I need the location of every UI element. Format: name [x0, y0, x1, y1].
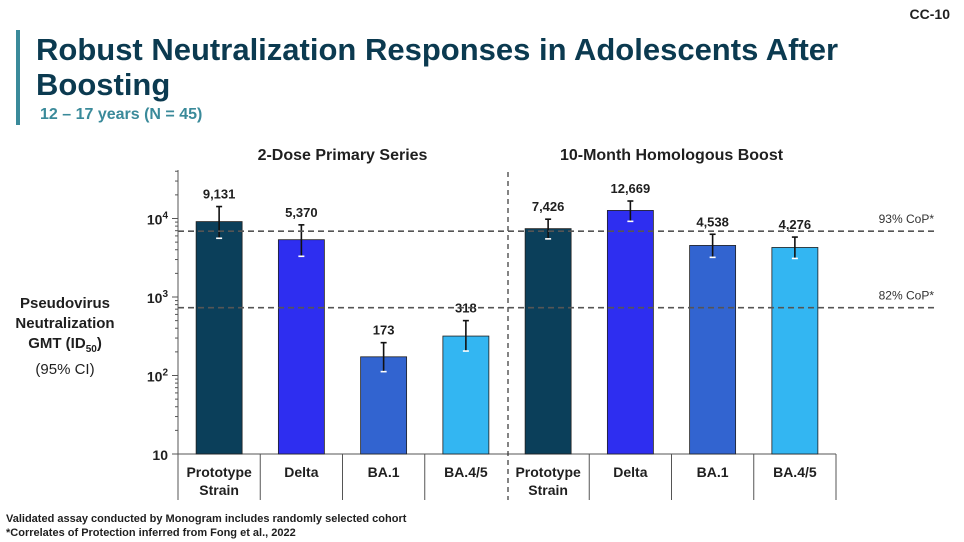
y-tick-label: 10 — [152, 447, 168, 463]
footnotes: Validated assay conducted by Monogram in… — [6, 512, 406, 540]
y-axis-label-line1: Pseudovirus — [19, 295, 111, 312]
y-axis-label-close: ) — [96, 335, 102, 352]
category-label: BA.1 — [368, 464, 400, 480]
y-axis-label-line2: Neutralization — [15, 315, 115, 332]
footnote-1: Validated assay conducted by Monogram in… — [6, 513, 407, 525]
category-label: Delta — [284, 464, 318, 480]
y-axis-label-line3: GMT (ID50) — [0, 334, 130, 360]
bar — [524, 228, 572, 455]
reference-line-label: 82% CoP* — [879, 289, 935, 303]
footnote-2: *Correlates of Protection inferred from … — [6, 527, 296, 539]
category-label: BA.4/5 — [773, 464, 817, 480]
y-axis-label-subscript: 50 — [85, 344, 97, 355]
bar — [360, 356, 408, 455]
y-tick-label: 103 — [147, 289, 169, 306]
bar — [689, 245, 737, 455]
bar — [771, 247, 819, 455]
category-label: Strain — [199, 482, 239, 498]
bar — [277, 239, 325, 455]
reference-line-label: 93% CoP* — [879, 212, 935, 226]
data-label: 5,370 — [285, 205, 318, 220]
category-label: BA.1 — [697, 464, 729, 480]
title-accent-bar — [16, 30, 20, 125]
slide-title: Robust Neutralization Responses in Adole… — [36, 32, 839, 102]
slide-subtitle: 12 – 17 years (N = 45) — [40, 106, 203, 123]
data-label: 7,426 — [532, 199, 565, 214]
category-label: BA.4/5 — [444, 464, 488, 480]
data-label: 12,669 — [610, 181, 650, 196]
category-label: Strain — [528, 482, 568, 498]
bar — [195, 221, 243, 455]
category-label: Prototype — [186, 464, 252, 480]
y-axis-label-gmt: GMT (ID — [28, 335, 86, 352]
category-label: Prototype — [515, 464, 581, 480]
y-tick-label: 104 — [147, 211, 169, 228]
bar — [606, 210, 654, 455]
data-label: 4,276 — [779, 217, 812, 232]
data-label: 4,538 — [696, 214, 729, 229]
data-label: 173 — [373, 323, 395, 338]
slide-id: CC-10 — [909, 6, 950, 22]
group-title-1: 2-Dose Primary Series — [258, 147, 428, 164]
data-label: 318 — [455, 301, 477, 316]
category-label: Delta — [613, 464, 647, 480]
bar — [442, 335, 490, 455]
y-axis-label: Pseudovirus Neutralization GMT (ID50) (9… — [0, 294, 130, 380]
y-axis-label-line4: (95% CI) — [35, 361, 95, 378]
group-title-2: 10-Month Homologous Boost — [560, 147, 784, 164]
data-label: 9,131 — [203, 187, 236, 202]
y-tick-label: 102 — [147, 368, 169, 385]
